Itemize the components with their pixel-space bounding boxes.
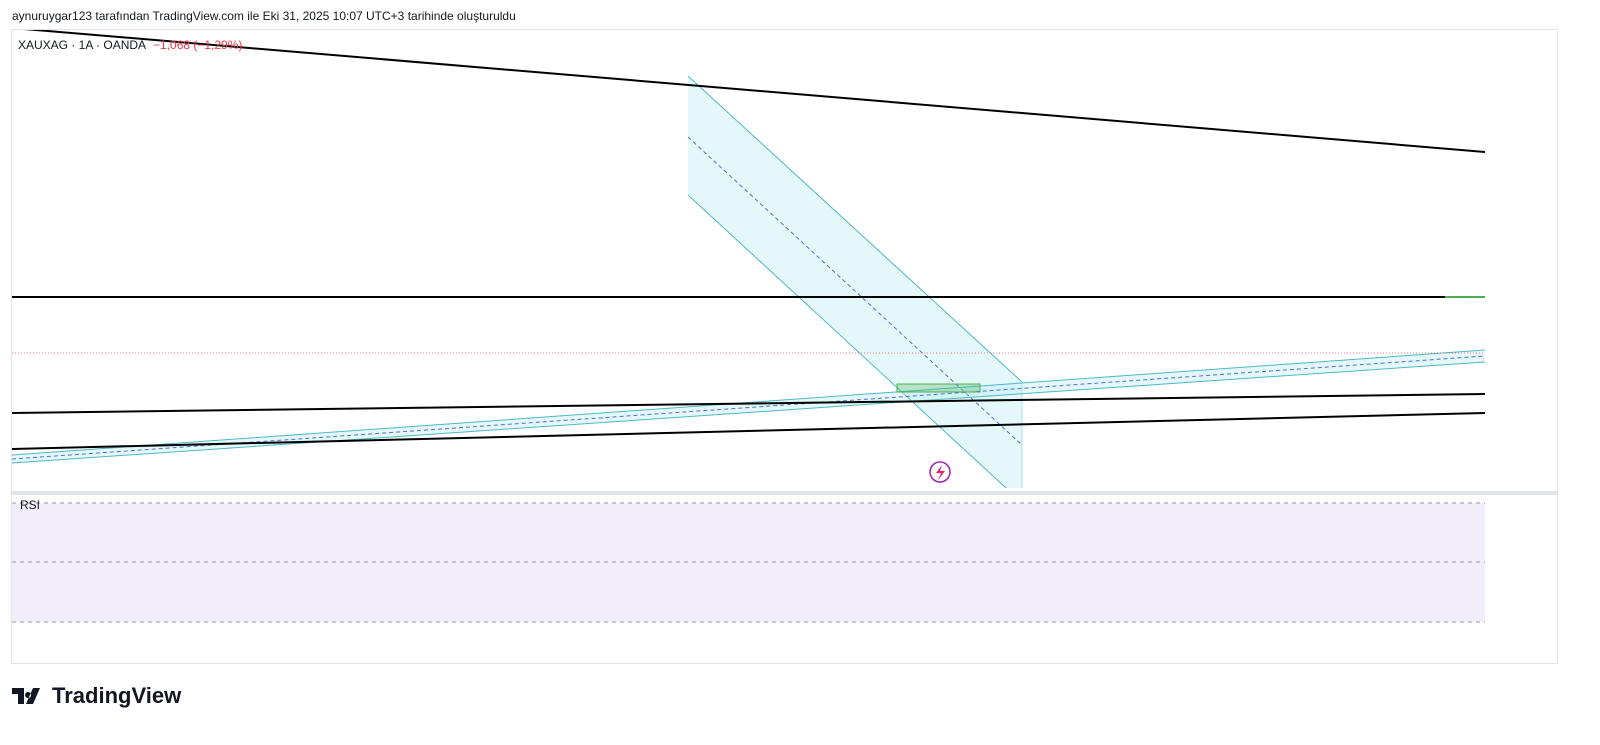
trend-lines — [12, 30, 1485, 483]
symbol: XAUXAG · 1A · OANDA — [18, 38, 146, 52]
frame — [11, 29, 1558, 664]
change: −1,068 (−1,29%) — [153, 38, 242, 52]
rsi-levels — [12, 502, 1485, 623]
rsi-title: RSI — [20, 498, 40, 512]
logo — [12, 688, 40, 704]
credit: aynuruygar123 tarafından TradingView.com… — [12, 9, 516, 23]
drawings — [12, 75, 1485, 488]
logo-text: TradingView — [52, 683, 182, 708]
